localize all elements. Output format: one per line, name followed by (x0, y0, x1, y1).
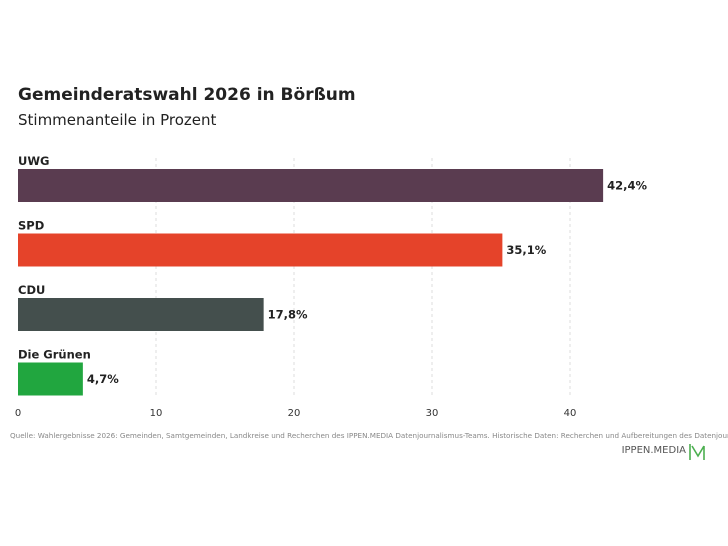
category-label-uwg: UWG (18, 154, 49, 168)
bar-cdu (18, 298, 264, 331)
gridlines (155, 158, 571, 398)
bar-die-gr-nen (18, 362, 83, 396)
x-tick-label-10: 10 (150, 408, 163, 419)
bars: UWG 42,4% SPD 35,1% CDU 17,8% Die Grünen 4,7% (18, 154, 647, 396)
brand-logo-icon (689, 444, 705, 460)
x-tick-label-30: 30 (426, 408, 439, 419)
category-label-cdu: CDU (18, 283, 45, 297)
chart-subtitle: Stimmenanteile in Prozent (18, 111, 217, 129)
category-label-spd: SPD (18, 219, 44, 233)
brand-name: IPPEN.MEDIA (622, 445, 687, 456)
x-tick-label-0: 0 (15, 408, 21, 419)
x-axis-ticks: 0 10 20 30 40 (15, 408, 577, 419)
value-label-die-gr-nen: 4,7% (87, 372, 119, 386)
value-label-cdu: 17,8% (268, 308, 308, 322)
x-tick-label-40: 40 (564, 408, 577, 419)
value-label-spd: 35,1% (506, 243, 546, 257)
bar-uwg (18, 169, 604, 202)
category-label-die-gr-nen: Die Grünen (18, 348, 91, 362)
value-label-uwg: 42,4% (607, 179, 647, 193)
chart-title: Gemeinderatswahl 2026 in Börßum (18, 85, 356, 105)
source-note: Quelle: Wahlergebnisse 2026: Gemeinden, … (10, 431, 728, 440)
bar-spd (18, 233, 503, 267)
x-tick-label-20: 20 (288, 408, 301, 419)
